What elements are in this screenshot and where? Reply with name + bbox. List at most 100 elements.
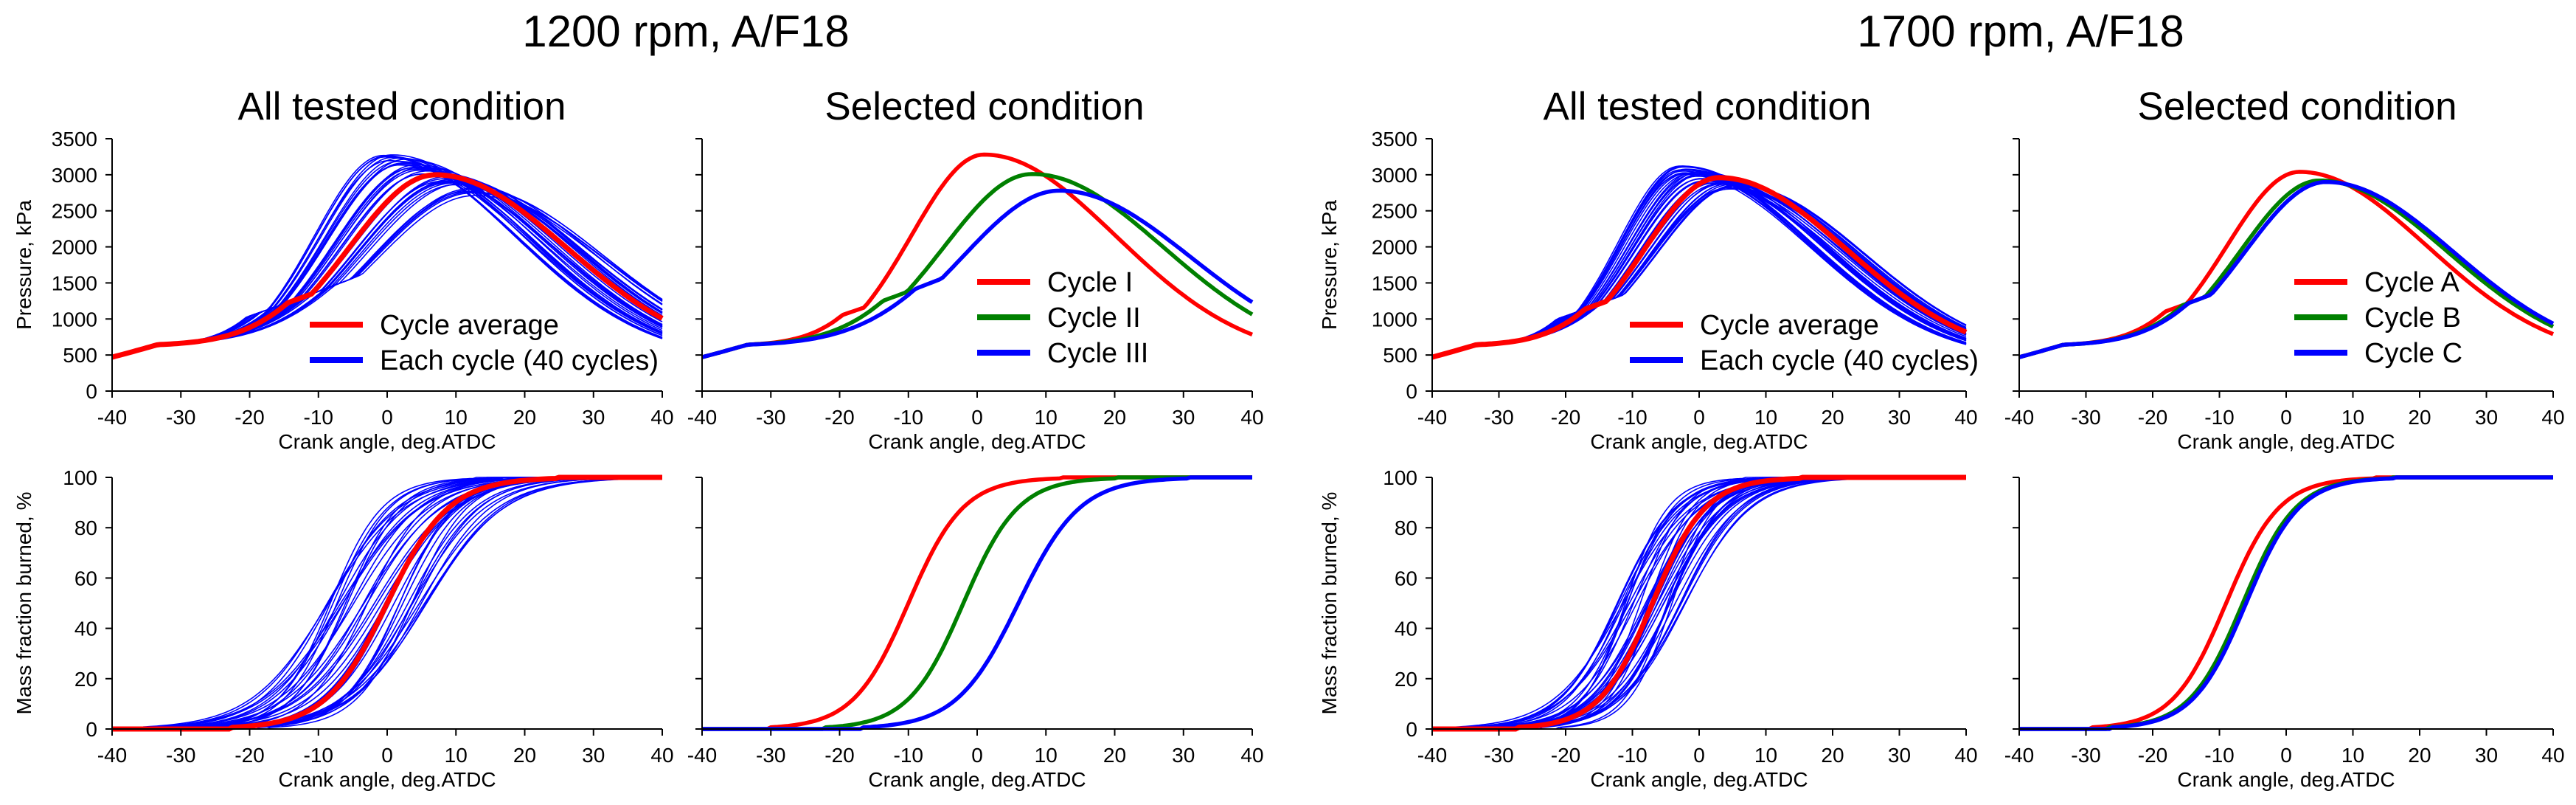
x-tick-label: 10 <box>445 406 468 429</box>
y-tick-label: 0 <box>1406 718 1417 741</box>
x-tick-label: 30 <box>2475 744 2498 767</box>
x-tick-label: -10 <box>304 744 333 767</box>
y-tick-label: 1500 <box>52 272 97 294</box>
y-axis-label: Mass fraction burned, % <box>13 492 35 715</box>
cycle-line <box>1431 180 1967 358</box>
x-tick-label: 10 <box>445 744 468 767</box>
y-tick-label: 500 <box>1383 344 1417 367</box>
legend-label: Each cycle (40 cycles) <box>380 345 659 376</box>
x-tick-label: -10 <box>1617 406 1647 429</box>
x-axis-label: Crank angle, deg.ATDC <box>2177 768 2395 791</box>
x-tick-label: -40 <box>1417 744 1447 767</box>
x-tick-label: 0 <box>2280 744 2292 767</box>
y-tick-label: 3000 <box>52 164 97 187</box>
cycle-line <box>1431 168 1967 358</box>
y-tick-label: 60 <box>1395 567 1417 590</box>
x-tick-label: -40 <box>97 406 127 429</box>
cycle-line <box>1431 178 1967 358</box>
x-tick-label: 40 <box>1240 744 1263 767</box>
figure-title-1700rpm: 1700 rpm, A/F18 <box>1857 7 2184 56</box>
x-tick-label: 30 <box>2475 406 2498 429</box>
chart-m3: -40 -30 -20 -10 0 10 20 30 40 0 20 40 60 80 100 Crank a… <box>1318 466 1978 791</box>
x-tick-label: -30 <box>756 744 785 767</box>
series-line-cycle-b <box>2019 475 2553 731</box>
x-tick-label: -30 <box>166 406 195 429</box>
x-tick-label: -20 <box>235 406 264 429</box>
x-tick-label: -20 <box>2138 744 2167 767</box>
y-axis-label: Pressure, kPa <box>1318 200 1341 330</box>
x-tick-label: -30 <box>2071 744 2100 767</box>
x-tick-label: -30 <box>166 744 195 767</box>
chart-p3: -40 -30 -20 -10 0 10 20 30 40 0 500 1000 1500 2000 250… <box>1318 128 1979 453</box>
legend-label: Cycle III <box>1047 338 1148 369</box>
chart-m1: -40 -30 -20 -10 0 10 20 30 40 0 20 40 60 80 100 Crank a… <box>13 466 674 791</box>
y-tick-label: 1500 <box>1372 272 1417 294</box>
x-tick-label: 20 <box>2408 744 2431 767</box>
x-tick-label: -20 <box>824 744 854 767</box>
legend-label: Cycle average <box>1700 310 1879 341</box>
chart-m2: -40 -30 -20 -10 0 10 20 30 40 Crank angle, deg.AT… <box>687 475 1264 791</box>
x-tick-label: -40 <box>97 744 127 767</box>
y-axis-label: Mass fraction burned, % <box>1318 492 1341 715</box>
x-tick-label: -10 <box>1617 744 1647 767</box>
series-line-cycle-i <box>702 475 1252 731</box>
x-tick-label: -40 <box>687 406 717 429</box>
figure-title-1200rpm: 1200 rpm, A/F18 <box>522 7 850 56</box>
x-tick-label: 0 <box>971 744 983 767</box>
legend-label: Cycle average <box>380 310 559 341</box>
x-axis-label: Crank angle, deg.ATDC <box>1590 768 1808 791</box>
y-tick-label: 3000 <box>1372 164 1417 187</box>
cycle-line <box>1431 182 1967 358</box>
series-line-cycle-ii <box>701 172 1254 359</box>
y-tick-label: 2000 <box>1372 236 1417 259</box>
y-tick-label: 3500 <box>52 128 97 151</box>
column-title-all-tested-1200: All tested condition <box>237 85 566 128</box>
x-tick-label: 10 <box>1754 744 1777 767</box>
chart-p2: -40 -30 -20 -10 0 10 20 30 40 Crank angle, deg.AT… <box>687 138 1264 453</box>
cycle-line <box>1431 178 1967 358</box>
x-tick-label: 0 <box>381 406 393 429</box>
series-line-cycle-c <box>2018 179 2555 359</box>
x-axis-label: Crank angle, deg.ATDC <box>1590 430 1808 453</box>
x-tick-label: -10 <box>894 406 923 429</box>
y-tick-label: 1000 <box>1372 308 1417 331</box>
x-axis-label: Crank angle, deg.ATDC <box>868 430 1086 453</box>
cycle-line <box>1431 165 1967 358</box>
cycle-line <box>1431 169 1967 358</box>
y-tick-label: 3500 <box>1372 128 1417 151</box>
y-tick-label: 80 <box>1395 516 1417 539</box>
x-tick-label: 0 <box>971 406 983 429</box>
cycle-line <box>1431 180 1967 358</box>
cycle-average-line <box>1432 474 1966 732</box>
x-tick-label: -20 <box>235 744 264 767</box>
series-line-cycle-a <box>2019 475 2553 731</box>
x-tick-label: 20 <box>2408 406 2431 429</box>
column-title-selected-1200: Selected condition <box>824 85 1145 128</box>
y-tick-label: 20 <box>1395 668 1417 691</box>
series-line-cycle-iii <box>702 475 1252 731</box>
y-tick-label: 2500 <box>1372 200 1417 223</box>
y-tick-label: 40 <box>74 618 97 640</box>
legend-label: Cycle II <box>1047 303 1141 334</box>
x-tick-label: 30 <box>582 406 605 429</box>
x-tick-label: 40 <box>1240 406 1263 429</box>
cycle-line <box>1431 178 1967 358</box>
x-tick-label: -40 <box>1417 406 1447 429</box>
x-axis-label: Crank angle, deg.ATDC <box>2177 430 2395 453</box>
x-tick-label: 10 <box>2341 744 2364 767</box>
x-axis-label: Crank angle, deg.ATDC <box>278 430 496 453</box>
x-tick-label: 40 <box>1954 406 1977 429</box>
x-tick-label: -20 <box>2138 406 2167 429</box>
x-tick-label: -20 <box>1551 744 1580 767</box>
cycle-line <box>1431 180 1967 358</box>
series-line-cycle-c <box>2019 475 2553 731</box>
y-tick-label: 80 <box>74 516 97 539</box>
y-tick-label: 40 <box>1395 618 1417 640</box>
y-tick-label: 0 <box>86 380 97 403</box>
cycle-line <box>1431 182 1967 358</box>
x-tick-label: -30 <box>1484 744 1513 767</box>
x-tick-label: 0 <box>1693 744 1705 767</box>
cycle-average-line <box>111 172 664 360</box>
series-line-cycle-iii <box>701 188 1254 359</box>
x-tick-label: -30 <box>2071 406 2100 429</box>
